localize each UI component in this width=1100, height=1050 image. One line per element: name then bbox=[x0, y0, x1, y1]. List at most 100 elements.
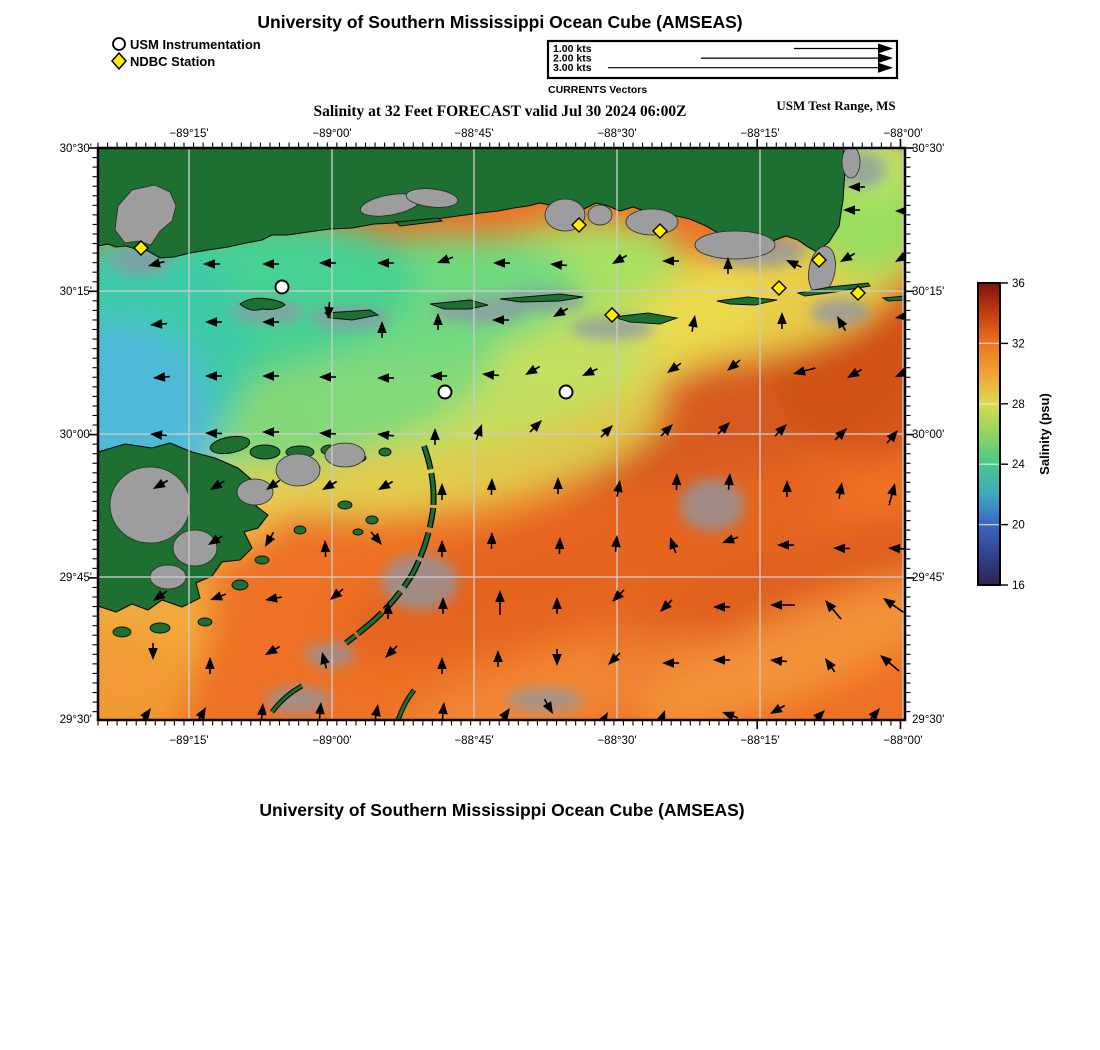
current-arrow bbox=[493, 650, 503, 667]
current-arrow-tail bbox=[886, 437, 892, 444]
current-arrow-head bbox=[825, 658, 836, 671]
current-arrow-head bbox=[257, 703, 267, 716]
current-arrow-head bbox=[843, 205, 855, 215]
current-arrow-tail bbox=[275, 596, 282, 599]
current-arrow bbox=[265, 644, 281, 655]
current-arrow bbox=[843, 205, 860, 215]
current-arrow bbox=[833, 543, 851, 554]
current-arrow bbox=[377, 373, 394, 383]
current-arrow-tail bbox=[841, 325, 847, 332]
current-arrow bbox=[320, 652, 330, 669]
current-arrow bbox=[727, 359, 741, 371]
current-arrow bbox=[262, 259, 279, 269]
current-arrow-tail bbox=[830, 666, 836, 673]
current-arrow-tail bbox=[614, 545, 617, 553]
currents-sample-arrowhead bbox=[878, 43, 893, 54]
current-arrow bbox=[895, 207, 905, 215]
current-arrow-tail bbox=[274, 479, 281, 485]
current-arrow-tail bbox=[160, 322, 168, 325]
lat-label-left: 30°00' bbox=[60, 429, 92, 441]
ndbc-station-marker bbox=[133, 240, 149, 256]
map-frame bbox=[96, 146, 907, 722]
current-arrow bbox=[265, 593, 282, 603]
current-arrow-head bbox=[782, 480, 792, 492]
current-arrow-tail bbox=[774, 431, 780, 437]
current-arrow bbox=[377, 430, 394, 441]
current-arrow bbox=[840, 251, 856, 262]
current-arrow-head bbox=[671, 473, 682, 486]
current-arrow bbox=[554, 537, 565, 555]
colorbar-title: Salinity (psu) bbox=[1037, 393, 1052, 475]
current-arrow bbox=[205, 317, 222, 327]
current-arrow bbox=[319, 372, 336, 382]
current-arrow-head bbox=[430, 371, 442, 381]
current-arrow-head bbox=[713, 655, 725, 665]
current-arrow bbox=[671, 473, 682, 491]
current-arrow bbox=[495, 590, 505, 615]
current-arrow bbox=[150, 430, 168, 440]
current-arrow-tail bbox=[780, 660, 788, 663]
current-arrow bbox=[770, 600, 795, 610]
current-arrow bbox=[848, 182, 865, 192]
current-arrow-tail bbox=[732, 715, 739, 719]
current-arrow bbox=[608, 652, 621, 665]
current-arrow bbox=[834, 428, 847, 441]
colorbar-tick-label: 28 bbox=[1012, 399, 1025, 411]
current-arrow-head bbox=[525, 364, 538, 375]
lat-label-left: 29°45' bbox=[60, 572, 92, 584]
current-arrow-tail bbox=[727, 483, 730, 491]
current-arrow bbox=[825, 600, 842, 620]
current-arrow bbox=[553, 306, 569, 317]
current-arrow bbox=[880, 655, 900, 672]
current-arrow-head bbox=[887, 483, 897, 496]
current-arrow bbox=[552, 649, 562, 666]
current-arrow-tail bbox=[372, 714, 377, 720]
current-arrow-tail bbox=[161, 590, 168, 596]
lat-label-right: 30°15' bbox=[912, 286, 944, 298]
current-arrow-head bbox=[385, 646, 397, 658]
current-arrow bbox=[150, 319, 168, 329]
current-arrow-head bbox=[597, 712, 608, 720]
current-arrow-tail bbox=[543, 698, 549, 705]
current-arrow-head bbox=[208, 534, 221, 545]
current-arrow bbox=[266, 479, 281, 490]
current-arrow bbox=[793, 366, 816, 376]
usm-instrumentation-marker bbox=[274, 279, 290, 295]
current-arrow-tail bbox=[675, 362, 682, 368]
current-arrow-head bbox=[493, 650, 503, 662]
current-arrow-head bbox=[688, 315, 698, 328]
current-arrow-tail bbox=[220, 593, 227, 597]
current-arrow-head bbox=[153, 372, 166, 382]
current-arrow-tail bbox=[274, 645, 281, 651]
current-arrow bbox=[324, 301, 334, 319]
current-arrow-head bbox=[437, 483, 447, 495]
current-arrow-head bbox=[433, 313, 443, 325]
current-arrow bbox=[713, 655, 730, 665]
current-arrow bbox=[722, 534, 739, 544]
current-arrow bbox=[662, 658, 679, 668]
current-arrow-head bbox=[552, 654, 562, 666]
current-arrow bbox=[148, 643, 158, 660]
ndbc-station-marker bbox=[571, 217, 587, 233]
lat-label-left: 29°30' bbox=[60, 714, 92, 726]
current-arrow-tail bbox=[834, 435, 840, 441]
lon-label-top: −88°30' bbox=[597, 128, 636, 140]
current-arrow-head bbox=[486, 478, 497, 491]
current-arrow-tail bbox=[162, 479, 169, 485]
current-arrow bbox=[383, 602, 393, 619]
current-arrow-head bbox=[437, 540, 447, 552]
page-title: University of Southern Mississippi Ocean… bbox=[257, 12, 742, 32]
current-arrow-tail bbox=[447, 256, 454, 260]
current-arrow bbox=[837, 316, 848, 332]
current-arrow-tail bbox=[492, 374, 500, 377]
current-arrow bbox=[205, 371, 222, 381]
ndbc-station-marker-icon bbox=[111, 51, 127, 71]
current-arrow-tail bbox=[849, 252, 856, 258]
current-arrow-head bbox=[613, 480, 623, 493]
colorbar-tick-label: 36 bbox=[1012, 278, 1025, 290]
current-arrow bbox=[669, 537, 679, 554]
current-arrow bbox=[257, 703, 267, 720]
lon-label-bottom: −88°00' bbox=[883, 735, 922, 747]
current-arrow-head bbox=[722, 534, 735, 544]
current-arrow-head bbox=[770, 703, 783, 714]
